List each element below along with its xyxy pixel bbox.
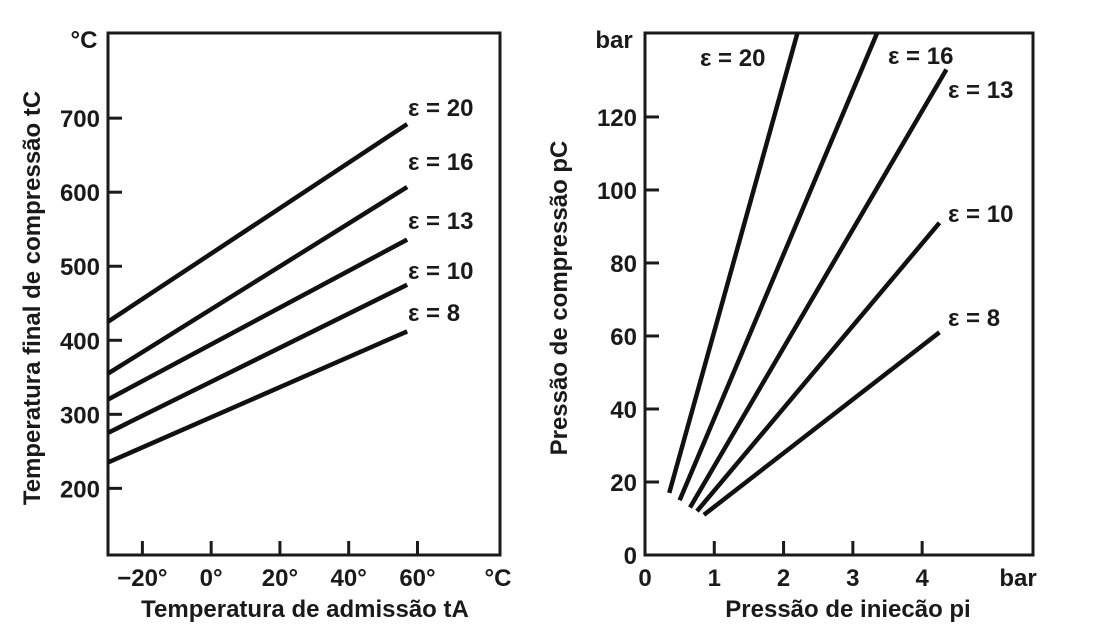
x-tick-label-left: −20° (117, 565, 167, 592)
series-line-right-4 (695, 221, 942, 513)
x-tick-label-left: 0° (200, 565, 223, 592)
y-tick-label-left: 700 (60, 106, 100, 133)
x-unit-label-right: bar (999, 565, 1036, 592)
series-line-left-1 (106, 122, 409, 324)
y-unit-label-right: bar (595, 27, 632, 54)
x-tick-label-right: 4 (915, 565, 929, 592)
series-line-left-3 (106, 237, 409, 402)
x-tick-label-left: 40° (331, 565, 367, 592)
compression-temperature-chart: 200 300 400 500 600 700 −20° 0° 20° 40° 60° °C °C Tem… (19, 27, 511, 623)
series-label-left-1: ε = 20 (408, 95, 473, 122)
y-tick-label-left: 600 (60, 180, 100, 207)
x-unit-label-left: °C (485, 565, 512, 592)
y-tick-label-left: 400 (60, 328, 100, 355)
y-tick-label-right: 100 (597, 178, 637, 205)
y-tick-label-right: 40 (610, 397, 637, 424)
series-line-right-2 (677, 32, 880, 502)
y-tick-label-right: 20 (610, 470, 637, 497)
series-line-right-3 (688, 68, 949, 509)
plot-frame-right (643, 31, 1035, 557)
y-axis-title-right: Pressão de compressão pC (546, 141, 573, 456)
series-label-left-2: ε = 16 (408, 149, 473, 176)
series-label-right-1: ε = 20 (700, 45, 765, 72)
series-line-right-1 (667, 32, 800, 494)
x-tick-label-left: 60° (399, 565, 435, 592)
compression-pressure-chart: 0 20 40 60 80 100 120 0 1 2 3 4 bar bar Pressão de ini… (546, 27, 1037, 623)
plot-frame-left (106, 31, 502, 557)
x-tick-label-right: 2 (777, 565, 790, 592)
y-tick-label-left: 200 (60, 476, 100, 503)
y-tick-label-right: 60 (610, 324, 637, 351)
series-line-left-5 (107, 329, 409, 465)
series-label-right-5: ε = 8 (948, 305, 1000, 332)
x-axis-title-right: Pressão de iniecão pi (725, 596, 970, 623)
x-axis-title-left: Temperatura de admissão tA (141, 596, 469, 623)
x-tick-label-right: 0 (638, 565, 651, 592)
y-tick-label-left: 300 (60, 402, 100, 429)
series-line-right-5 (702, 330, 941, 517)
x-tick-label-right: 1 (708, 565, 721, 592)
series-label-left-3: ε = 13 (408, 208, 473, 235)
x-tick-label-right: 3 (846, 565, 859, 592)
series-label-left-4: ε = 10 (408, 258, 473, 285)
y-axis-title-left: Temperatura final de compressão tC (19, 91, 46, 505)
x-tick-label-left: 20° (262, 565, 298, 592)
series-line-left-2 (106, 185, 409, 376)
series-line-left-4 (107, 282, 409, 435)
series-label-left-5: ε = 8 (408, 300, 460, 327)
series-label-right-4: ε = 10 (948, 201, 1013, 228)
series-label-right-3: ε = 13 (948, 77, 1013, 104)
y-tick-label-right: 80 (610, 251, 637, 278)
series-label-right-2: ε = 16 (888, 43, 953, 70)
y-tick-label-left: 500 (60, 254, 100, 281)
y-tick-label-right: 0 (624, 543, 637, 570)
y-unit-label-left: °C (71, 27, 98, 54)
y-tick-label-right: 120 (597, 105, 637, 132)
